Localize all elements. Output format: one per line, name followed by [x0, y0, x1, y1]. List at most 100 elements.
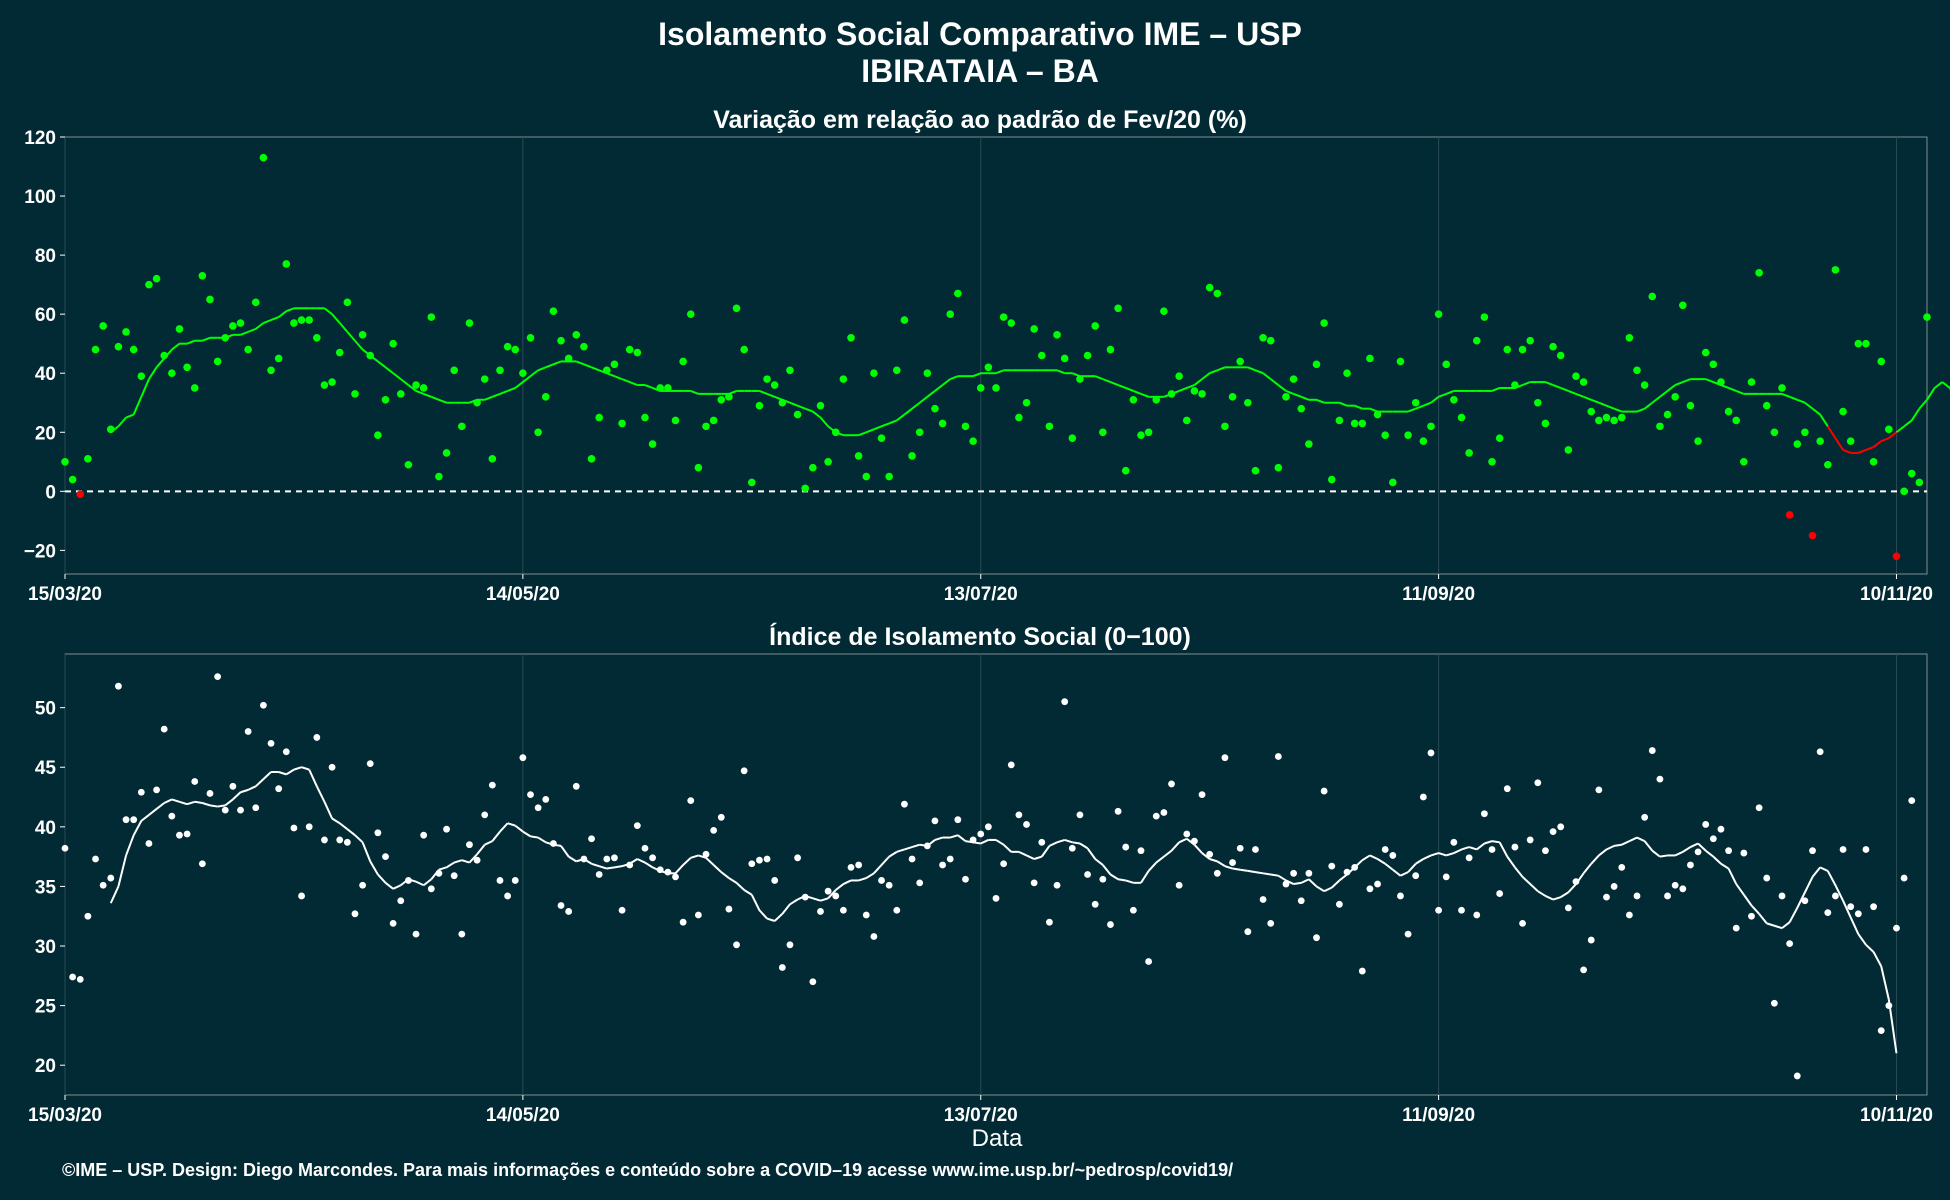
- data-point: [443, 825, 450, 833]
- moving-average-segment: [1400, 871, 1409, 877]
- moving-average-segment: [1201, 852, 1211, 860]
- data-point: [450, 366, 458, 375]
- data-point: [404, 460, 413, 469]
- data-point: [1396, 357, 1405, 366]
- moving-average-segment: [819, 416, 829, 428]
- data-point: [76, 975, 84, 983]
- data-point: [1412, 872, 1420, 880]
- data-point: [1602, 413, 1611, 422]
- moving-average-segment: [674, 864, 684, 874]
- data-point: [1511, 843, 1519, 851]
- data-point: [572, 331, 581, 339]
- moving-average-segment: [812, 410, 822, 419]
- moving-average-segment: [941, 378, 951, 386]
- moving-average-segment: [507, 387, 516, 392]
- moving-average-segment: [1178, 387, 1188, 392]
- moving-average-segment: [896, 413, 906, 422]
- moving-average-segment: [1186, 384, 1195, 389]
- data-point: [534, 428, 542, 437]
- data-point: [137, 788, 145, 796]
- data-point: [702, 850, 710, 858]
- data-point: [557, 336, 565, 345]
- moving-average-segment: [972, 372, 982, 378]
- data-point: [473, 856, 481, 864]
- moving-average-segment: [1842, 449, 1852, 454]
- moving-average-segment: [759, 389, 768, 395]
- x-tick-label: 13/07/20: [944, 584, 1018, 605]
- data-point: [1305, 440, 1313, 448]
- moving-average-segment: [698, 854, 707, 859]
- moving-average-segment: [163, 798, 173, 804]
- data-point: [1244, 928, 1252, 936]
- data-point: [1885, 1002, 1893, 1010]
- data-point: [1709, 360, 1718, 369]
- moving-average-segment: [1804, 876, 1814, 893]
- moving-average-segment: [1941, 381, 1950, 389]
- moving-average-segment: [712, 864, 722, 873]
- data-point: [656, 384, 665, 392]
- moving-average-segment: [247, 785, 257, 791]
- moving-average-segment: [614, 375, 623, 381]
- moving-average-segment: [155, 357, 165, 368]
- data-point: [702, 422, 710, 431]
- data-point: [1724, 407, 1733, 416]
- data-point: [854, 452, 863, 460]
- moving-average-segment: [484, 840, 493, 846]
- moving-average-segment: [1880, 437, 1890, 443]
- data-point: [923, 842, 931, 850]
- data-point: [778, 964, 786, 971]
- data-point: [183, 830, 191, 838]
- data-point: [1549, 342, 1557, 351]
- data-point: [275, 785, 283, 793]
- moving-average-segment: [346, 331, 356, 342]
- data-point: [1106, 345, 1115, 354]
- moving-average-segment: [1453, 848, 1462, 854]
- moving-average-segment: [354, 340, 364, 351]
- moving-average-segment: [1598, 401, 1607, 407]
- panel-2: 15/03/20 14/05/20 13/07/20 11/09/20 10/11/20…: [28, 654, 1933, 1126]
- moving-average-segment: [1240, 868, 1248, 872]
- data-point: [1076, 811, 1084, 819]
- data-point: [725, 905, 733, 913]
- moving-average-segment: [148, 366, 158, 380]
- moving-average-segment: [1682, 846, 1691, 853]
- moving-average-segment: [1880, 966, 1890, 1000]
- moving-average-segment: [1247, 869, 1256, 874]
- data-point: [794, 854, 801, 862]
- data-point: [298, 892, 305, 900]
- data-point: [91, 345, 100, 354]
- moving-average-segment: [1651, 396, 1661, 404]
- data-point: [748, 478, 756, 487]
- data-point: [1549, 828, 1557, 835]
- data-point: [450, 872, 458, 880]
- data-point: [1114, 807, 1122, 815]
- data-point: [1411, 398, 1420, 407]
- moving-average-segment: [865, 428, 875, 434]
- moving-average-segment: [827, 889, 837, 900]
- moving-average-segment: [1613, 407, 1623, 413]
- moving-average-segment: [499, 822, 509, 833]
- y-tick-label: 30: [35, 937, 56, 958]
- moving-average-segment: [1728, 387, 1737, 392]
- data-point: [145, 280, 153, 289]
- data-point: [252, 804, 260, 812]
- moving-average-segment: [1826, 425, 1837, 439]
- moving-average-segment: [179, 800, 188, 806]
- data-point: [923, 369, 932, 378]
- moving-average-segment: [1415, 404, 1424, 410]
- data-point: [831, 428, 840, 437]
- moving-average-segment: [804, 407, 814, 413]
- y-tick-label: 0: [45, 482, 56, 503]
- data-point: [1320, 787, 1328, 795]
- data-point: [1046, 918, 1053, 926]
- moving-average-segment: [820, 897, 829, 902]
- moving-average-segment: [240, 330, 249, 336]
- data-point: [458, 422, 466, 431]
- data-point: [251, 298, 260, 307]
- data-point: [1000, 860, 1008, 868]
- data-point: [824, 457, 832, 466]
- data-point: [1633, 366, 1641, 375]
- data-point: [1465, 854, 1473, 862]
- data-point: [1221, 422, 1229, 431]
- moving-average-segment: [1293, 881, 1302, 886]
